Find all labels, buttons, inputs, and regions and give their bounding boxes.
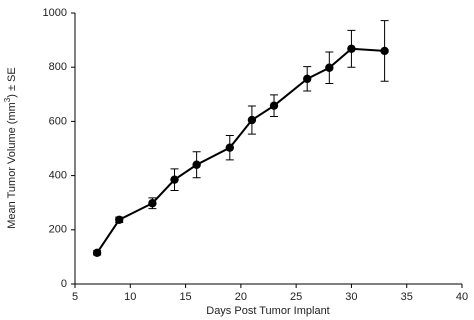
point [269, 101, 279, 110]
point [192, 160, 201, 169]
y-axis-label-sup: 3 [3, 97, 12, 102]
y-axis-label-part: Mean Tumor Volume (mm [6, 102, 18, 229]
point [148, 199, 157, 208]
x-tick-label: 10 [124, 291, 136, 303]
x-tick-label: 30 [345, 291, 357, 303]
x-tick-label: 35 [401, 291, 413, 303]
y-axis-label-part: ) ± SE [6, 67, 18, 98]
point [325, 63, 334, 72]
x-tick-label: 5 [72, 291, 78, 303]
y-tick-label: 0 [61, 278, 67, 290]
x-tick-label: 20 [235, 291, 247, 303]
point [380, 46, 389, 56]
y-axis-label: Mean Tumor Volume (mm3) ± SE [3, 67, 18, 229]
point [92, 248, 102, 258]
y-tick-label: 600 [49, 115, 67, 127]
point [347, 44, 356, 53]
x-tick-label: 15 [179, 291, 191, 303]
x-tick-label: 40 [456, 291, 468, 303]
point [303, 74, 312, 84]
x-tick-label: 25 [290, 291, 302, 303]
point [170, 175, 179, 184]
y-tick-label: 400 [49, 170, 67, 182]
y-tick-label: 800 [49, 61, 67, 73]
y-tick-label: 1000 [43, 7, 67, 19]
x-axis-label: Days Post Tumor Implant [206, 305, 330, 317]
point [225, 143, 234, 152]
point [115, 215, 124, 224]
y-tick-label: 200 [49, 224, 67, 236]
point [247, 115, 257, 125]
line [96, 47, 385, 254]
